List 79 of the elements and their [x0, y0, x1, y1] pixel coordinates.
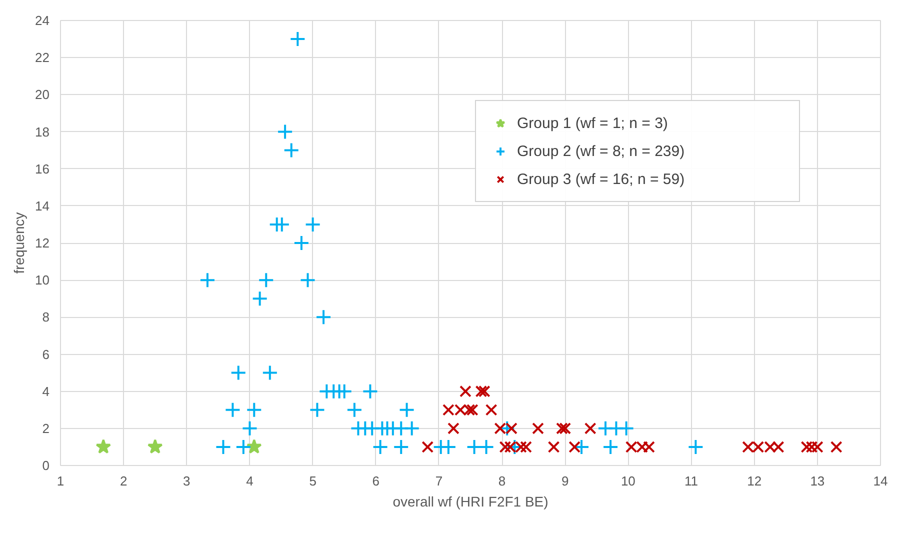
point [602, 438, 619, 455]
legend-label: Group 2 (wf = 8; n = 239) [517, 142, 686, 160]
point [293, 235, 310, 251]
y-tick-label: 14 [35, 198, 50, 214]
point [199, 272, 216, 288]
x-tick-label: 10 [620, 474, 636, 488]
point [246, 438, 262, 454]
point [300, 272, 316, 288]
point [556, 422, 568, 434]
legend-label: Group 3 (wf = 16; n = 59) [517, 170, 686, 188]
point [235, 438, 252, 455]
point [448, 422, 460, 434]
point [346, 402, 362, 418]
point [618, 420, 634, 436]
x-tick-label: 9 [562, 474, 569, 488]
y-tick-label: 0 [42, 458, 50, 473]
x-tick-label: 11 [684, 474, 698, 488]
y-tick-label: 16 [35, 161, 50, 176]
point [485, 404, 498, 416]
point [304, 216, 321, 232]
y-tick-label: 20 [35, 87, 50, 102]
x-tick-label: 5 [309, 474, 316, 488]
point [242, 420, 258, 436]
point [215, 438, 232, 455]
x-axis-title: overall wf (HRI F2F1 BE) [392, 494, 548, 510]
point [422, 441, 434, 453]
y-tick-label: 18 [35, 124, 50, 140]
point [520, 441, 532, 453]
point [404, 420, 420, 436]
point [499, 441, 512, 453]
point [688, 438, 704, 455]
x-tick-label: 8 [498, 474, 506, 488]
point [336, 383, 352, 400]
x-tick-label: 3 [183, 474, 190, 488]
point [258, 272, 274, 288]
point [532, 422, 544, 434]
y-tick-label: 8 [42, 310, 50, 325]
point [548, 441, 560, 453]
y-tick-label: 6 [42, 346, 50, 362]
point [830, 441, 842, 453]
x-tick-label: 14 [873, 474, 888, 488]
legend-label: Group 1 (wf = 1; n = 3) [517, 114, 669, 132]
point [478, 385, 490, 398]
x-tick-label: 13 [810, 474, 825, 488]
point [584, 422, 596, 434]
y-axis-title: frequency [11, 212, 28, 274]
point [224, 402, 241, 418]
point [316, 309, 332, 326]
point [246, 402, 262, 418]
point [283, 142, 300, 158]
y-tick-label: 24 [35, 13, 50, 28]
point [309, 402, 326, 418]
y-tick-label: 4 [42, 384, 50, 399]
point [362, 383, 378, 400]
point [372, 438, 388, 455]
point [96, 438, 112, 454]
point [277, 124, 294, 140]
y-tick-label: 10 [35, 272, 50, 288]
point [559, 422, 572, 434]
point [230, 364, 246, 381]
y-tick-label: 2 [42, 420, 50, 436]
point [147, 438, 163, 454]
point [568, 441, 581, 453]
x-tick-label: 4 [246, 474, 254, 488]
x-tick-label: 2 [120, 474, 128, 488]
point [290, 31, 306, 48]
x-tick-label: 6 [372, 474, 380, 488]
point [806, 441, 818, 453]
point [393, 438, 410, 455]
x-tick-label: 7 [435, 474, 443, 488]
point [460, 385, 472, 398]
point [398, 402, 415, 418]
point [475, 385, 488, 398]
x-tick-label: 1 [56, 474, 64, 488]
x-tick-label: 12 [747, 474, 762, 488]
point [252, 290, 268, 307]
y-tick-label: 22 [35, 50, 50, 66]
y-tick-label: 12 [35, 236, 50, 250]
point [262, 364, 278, 381]
